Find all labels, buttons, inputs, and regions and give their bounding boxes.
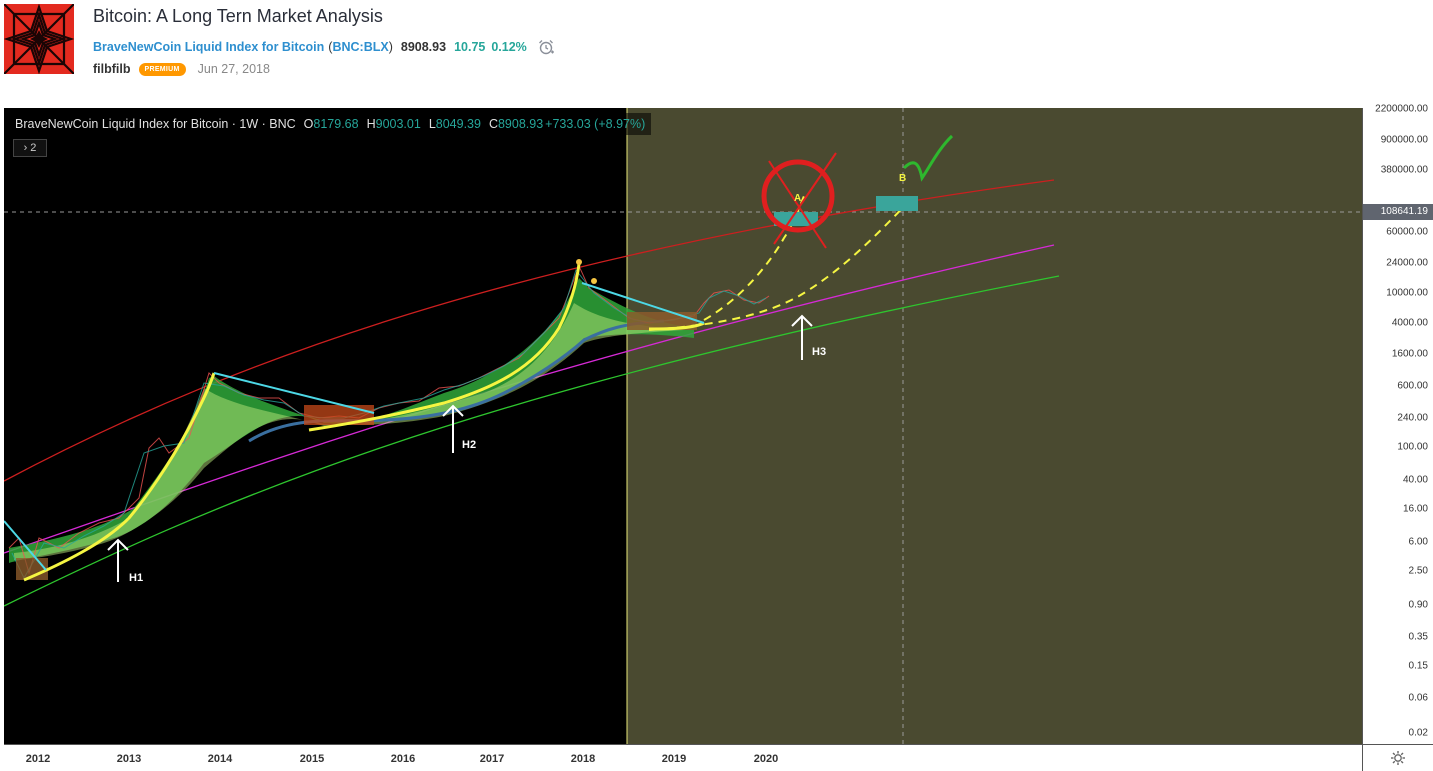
price-tick-label: 0.90 xyxy=(1408,599,1428,611)
cyan-trendline-2 xyxy=(213,372,375,414)
symbol-paren-close: ) xyxy=(388,40,393,54)
h1-arrow-icon xyxy=(107,538,129,582)
h2-arrow-icon xyxy=(442,404,464,453)
author-line: filbfilb PREMIUM Jun 27, 2018 xyxy=(93,62,270,76)
chart-settings-button[interactable] xyxy=(1362,744,1433,771)
premium-badge: PREMIUM xyxy=(138,62,186,76)
price-tick-label: 100.00 xyxy=(1397,441,1428,453)
time-tick-label: 2018 xyxy=(570,753,596,765)
time-tick-label: 2016 xyxy=(390,753,416,765)
star-logo-icon xyxy=(4,4,74,74)
chart-legend: BraveNewCoin Liquid Index for Bitcoin · … xyxy=(9,113,652,135)
scenario-a-label: A xyxy=(794,193,801,204)
legend-high: 9003.01 xyxy=(375,117,421,131)
legend-close: 8908.93 xyxy=(497,117,544,131)
author-name[interactable]: filbfilb xyxy=(93,62,131,76)
current-price-marker: 108641.19 xyxy=(1363,204,1433,220)
time-tick-label: 2017 xyxy=(479,753,505,765)
price-tick-label: 4000.00 xyxy=(1391,317,1428,329)
time-tick-label: 2013 xyxy=(116,753,142,765)
legend-open: 8179.68 xyxy=(313,117,359,131)
target-box-b xyxy=(876,196,918,211)
price-tick-label: 2200000.00 xyxy=(1375,103,1428,115)
legend-close-label: C xyxy=(488,117,498,131)
price-tick-label: 380000.00 xyxy=(1380,164,1428,176)
indicator-collapse-button[interactable]: › 2 xyxy=(13,139,47,157)
h3-arrow-icon xyxy=(791,314,813,360)
lower-regression-band xyxy=(4,275,1060,607)
h2-label: H2 xyxy=(462,439,476,451)
rejected-circle-icon xyxy=(761,159,835,233)
peak-dot-2 xyxy=(591,278,597,284)
publish-date: Jun 27, 2018 xyxy=(197,62,270,76)
symbol-link[interactable]: BraveNewCoin Liquid Index for Bitcoin xyxy=(93,40,325,54)
legend-symbol: BraveNewCoin Liquid Index for Bitcoin · … xyxy=(15,117,296,131)
price-change-percent: 0.12% xyxy=(491,40,527,54)
upper-regression-band xyxy=(4,179,1055,482)
cyan-trendline-1 xyxy=(4,520,47,571)
price-chart-canvas[interactable]: H1 H2 H3 A B xyxy=(4,108,1362,744)
alarm-clock-icon[interactable] xyxy=(537,38,555,56)
legend-open-label: O xyxy=(303,117,314,131)
future-region xyxy=(627,108,1362,744)
price-tick-label: 900000.00 xyxy=(1380,134,1428,146)
accumulation-box-2 xyxy=(304,405,374,425)
price-tick-label: 6.00 xyxy=(1408,536,1428,548)
time-tick-label: 2012 xyxy=(25,753,51,765)
author-logo[interactable] xyxy=(4,4,74,74)
price-tick-label: 60000.00 xyxy=(1386,226,1428,238)
time-tick-label: 2020 xyxy=(753,753,779,765)
idea-header: Bitcoin: A Long Tern Market Analysis Bra… xyxy=(0,0,1433,108)
h1-label: H1 xyxy=(129,572,143,584)
time-tick-label: 2015 xyxy=(299,753,325,765)
price-tick-label: 40.00 xyxy=(1402,474,1428,486)
price-tick-label: 0.15 xyxy=(1408,660,1428,672)
legend-change: +733.03 (+8.97%) xyxy=(545,117,646,131)
target-box-a xyxy=(774,212,818,226)
last-price: 8908.93 xyxy=(400,40,447,54)
scenario-b-projection xyxy=(648,195,915,331)
price-tick-label: 0.06 xyxy=(1408,692,1428,704)
idea-title: Bitcoin: A Long Tern Market Analysis xyxy=(93,6,383,26)
symbol-paren-open: ( xyxy=(328,40,333,54)
legend-low: 8049.39 xyxy=(435,117,481,131)
price-axis[interactable]: 108641.19 2200000.00 900000.00 380000.00 60… xyxy=(1362,104,1433,744)
price-tick-label: 600.00 xyxy=(1397,380,1428,392)
time-tick-label: 2014 xyxy=(207,753,233,765)
trend-curve-1 xyxy=(23,372,216,582)
scenario-b-label: B xyxy=(899,173,906,184)
price-tick-label: 10000.00 xyxy=(1386,287,1428,299)
price-tick-label: 2.50 xyxy=(1408,565,1428,577)
cyan-trendline-3 xyxy=(581,282,705,324)
chart-area[interactable]: H1 H2 H3 A B BraveNewCoin Liquid Index f… xyxy=(4,104,1433,771)
price-tick-label: 16.00 xyxy=(1402,503,1428,515)
price-tick-label: 0.35 xyxy=(1408,631,1428,643)
legend-low-label: L xyxy=(428,117,436,131)
accumulation-box-3 xyxy=(627,312,697,330)
price-tick-label: 1600.00 xyxy=(1391,348,1428,360)
h3-label: H3 xyxy=(812,346,826,358)
price-change: 10.75 xyxy=(454,40,486,54)
price-tick-label: 0.02 xyxy=(1408,727,1428,739)
price-tick-label: 24000.00 xyxy=(1386,257,1428,269)
time-tick-label: 2019 xyxy=(661,753,687,765)
gear-icon xyxy=(1391,751,1405,765)
checkmark-icon xyxy=(902,134,954,182)
symbol-ticker-link[interactable]: BNC:BLX xyxy=(332,40,389,54)
symbol-line: BraveNewCoin Liquid Index for Bitcoin ( … xyxy=(93,38,555,56)
time-axis[interactable]: 2012 2013 2014 2015 2016 2017 2018 2019 2020 xyxy=(4,744,1362,771)
price-tick-label: 240.00 xyxy=(1397,412,1428,424)
rejected-cross-icon-2 xyxy=(773,152,837,245)
legend-high-label: H xyxy=(366,117,376,131)
rejected-cross-icon xyxy=(768,160,827,249)
peak-dot xyxy=(576,259,582,265)
trend-curve-2 xyxy=(308,263,581,432)
